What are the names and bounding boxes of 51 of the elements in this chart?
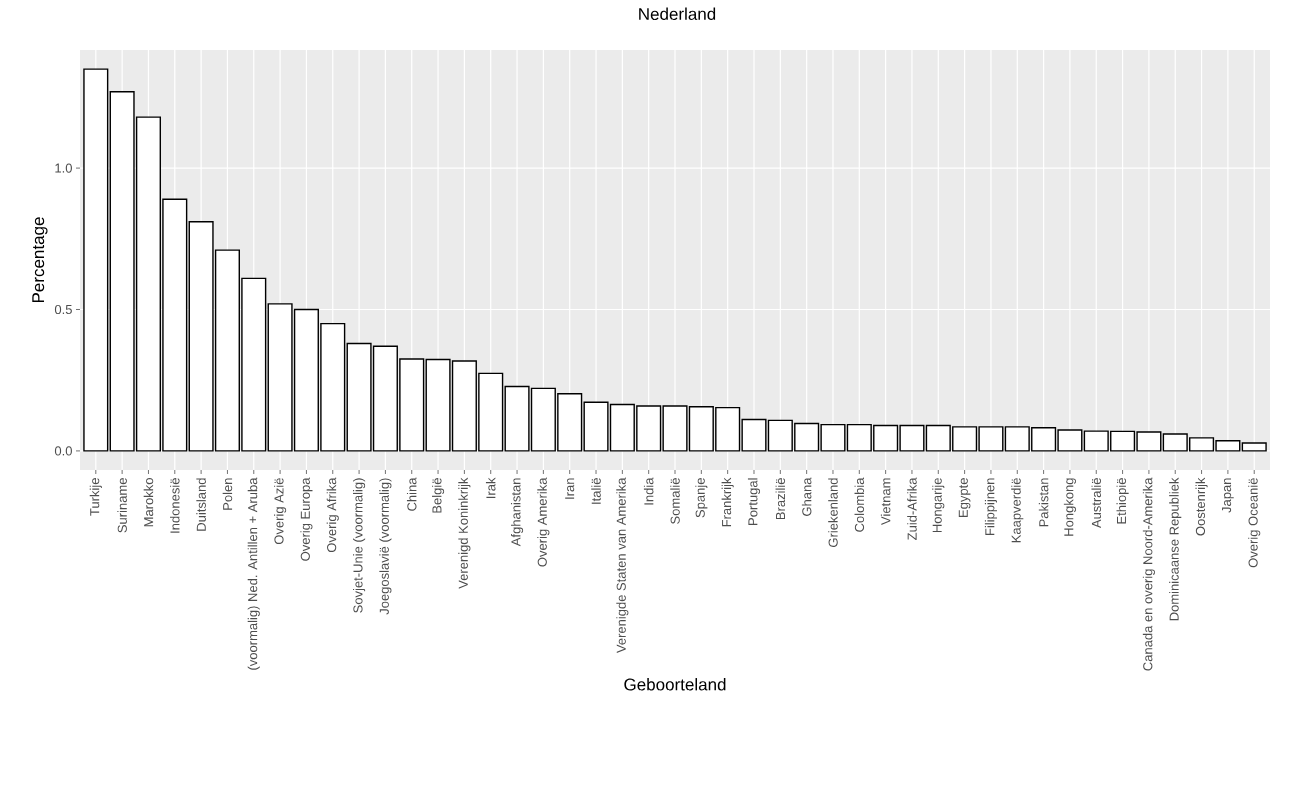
x-tick-label: Australië xyxy=(1091,478,1102,529)
x-tick-label: Canada en overig Noord-Amerika xyxy=(1142,477,1155,671)
x-tick-label: Overig Europa xyxy=(300,477,313,561)
x-tick-label: Iran xyxy=(565,478,575,499)
x-tick-label: België xyxy=(432,478,445,513)
x-tick-label: Irak xyxy=(485,477,496,498)
x-tick-label: Marokko xyxy=(143,478,154,527)
x-tick-label: Hongkong xyxy=(1063,478,1076,536)
x-tick-label: Ethiopië xyxy=(1116,478,1129,524)
x-tick-label: Japan xyxy=(1222,478,1234,513)
x-tick-label: Italië xyxy=(591,478,601,504)
x-tick-label: Somalië xyxy=(670,478,680,524)
x-tick-label: Egypte xyxy=(958,478,971,517)
x-tick-label: Colombia xyxy=(854,477,865,532)
x-tick-label: Hongarije xyxy=(932,478,945,533)
x-tick-label: Ghana xyxy=(801,477,812,516)
x-tick-label: Sovjet-Unie (voormalig) xyxy=(353,478,366,613)
x-tick-label: Overig Oceanië xyxy=(1248,478,1261,568)
x-tick-label: Oostenrijk xyxy=(1195,477,1208,536)
x-tick-label: Dominicaanse Republiek xyxy=(1169,477,1182,621)
chart-title: Nederland xyxy=(639,7,716,21)
x-tick-label: Pakistan xyxy=(1038,478,1049,527)
x-tick-label: Polen xyxy=(222,478,233,510)
x-tick-label: Afghanistan xyxy=(510,478,524,547)
y-tick-label: 1.0 xyxy=(55,163,72,173)
x-tick-label: Griekenland xyxy=(828,478,838,547)
y-tick-label: 0.5 xyxy=(54,304,72,315)
x-tick-label: Portugal xyxy=(747,478,761,525)
x-tick-label: Spanje xyxy=(695,478,708,518)
x-tick-label: Indonesië xyxy=(170,478,180,533)
x-tick-label: Verenigde Staten van Amerika xyxy=(616,477,629,654)
x-tick-label: Zuid-Afrika xyxy=(907,477,917,540)
x-tick-label: Frankrijk xyxy=(721,477,734,527)
x-tick-label: China xyxy=(406,477,417,511)
x-tick-label: Brazilië xyxy=(775,478,786,520)
y-tick-label: 0.0 xyxy=(54,446,72,456)
x-tick-label: (voormalig) Ned. Antillen + Aruba xyxy=(247,477,260,670)
x-tick-label: Joegoslavië (voormalig) xyxy=(379,478,392,615)
x-tick-label: Verenigd Koninkrijk xyxy=(458,477,471,589)
x-tick-label: Vietnam xyxy=(880,478,891,525)
x-tick-label: India xyxy=(643,477,654,505)
x-tick-label: Overig Afrika xyxy=(326,477,339,553)
x-tick-label: Duitsland xyxy=(196,478,206,531)
x-axis-title: Geboorteland xyxy=(624,678,726,691)
y-axis-title: Percentage xyxy=(32,217,48,303)
x-tick-label: Filippijnen xyxy=(984,478,997,535)
x-tick-label: Kaapverdië xyxy=(1011,478,1024,543)
x-tick-label: Turkije xyxy=(89,478,102,516)
x-tick-label: Overig Amerika xyxy=(537,477,550,567)
x-tick-label: Overig Azië xyxy=(274,478,287,545)
x-tick-label: Suriname xyxy=(117,478,127,533)
